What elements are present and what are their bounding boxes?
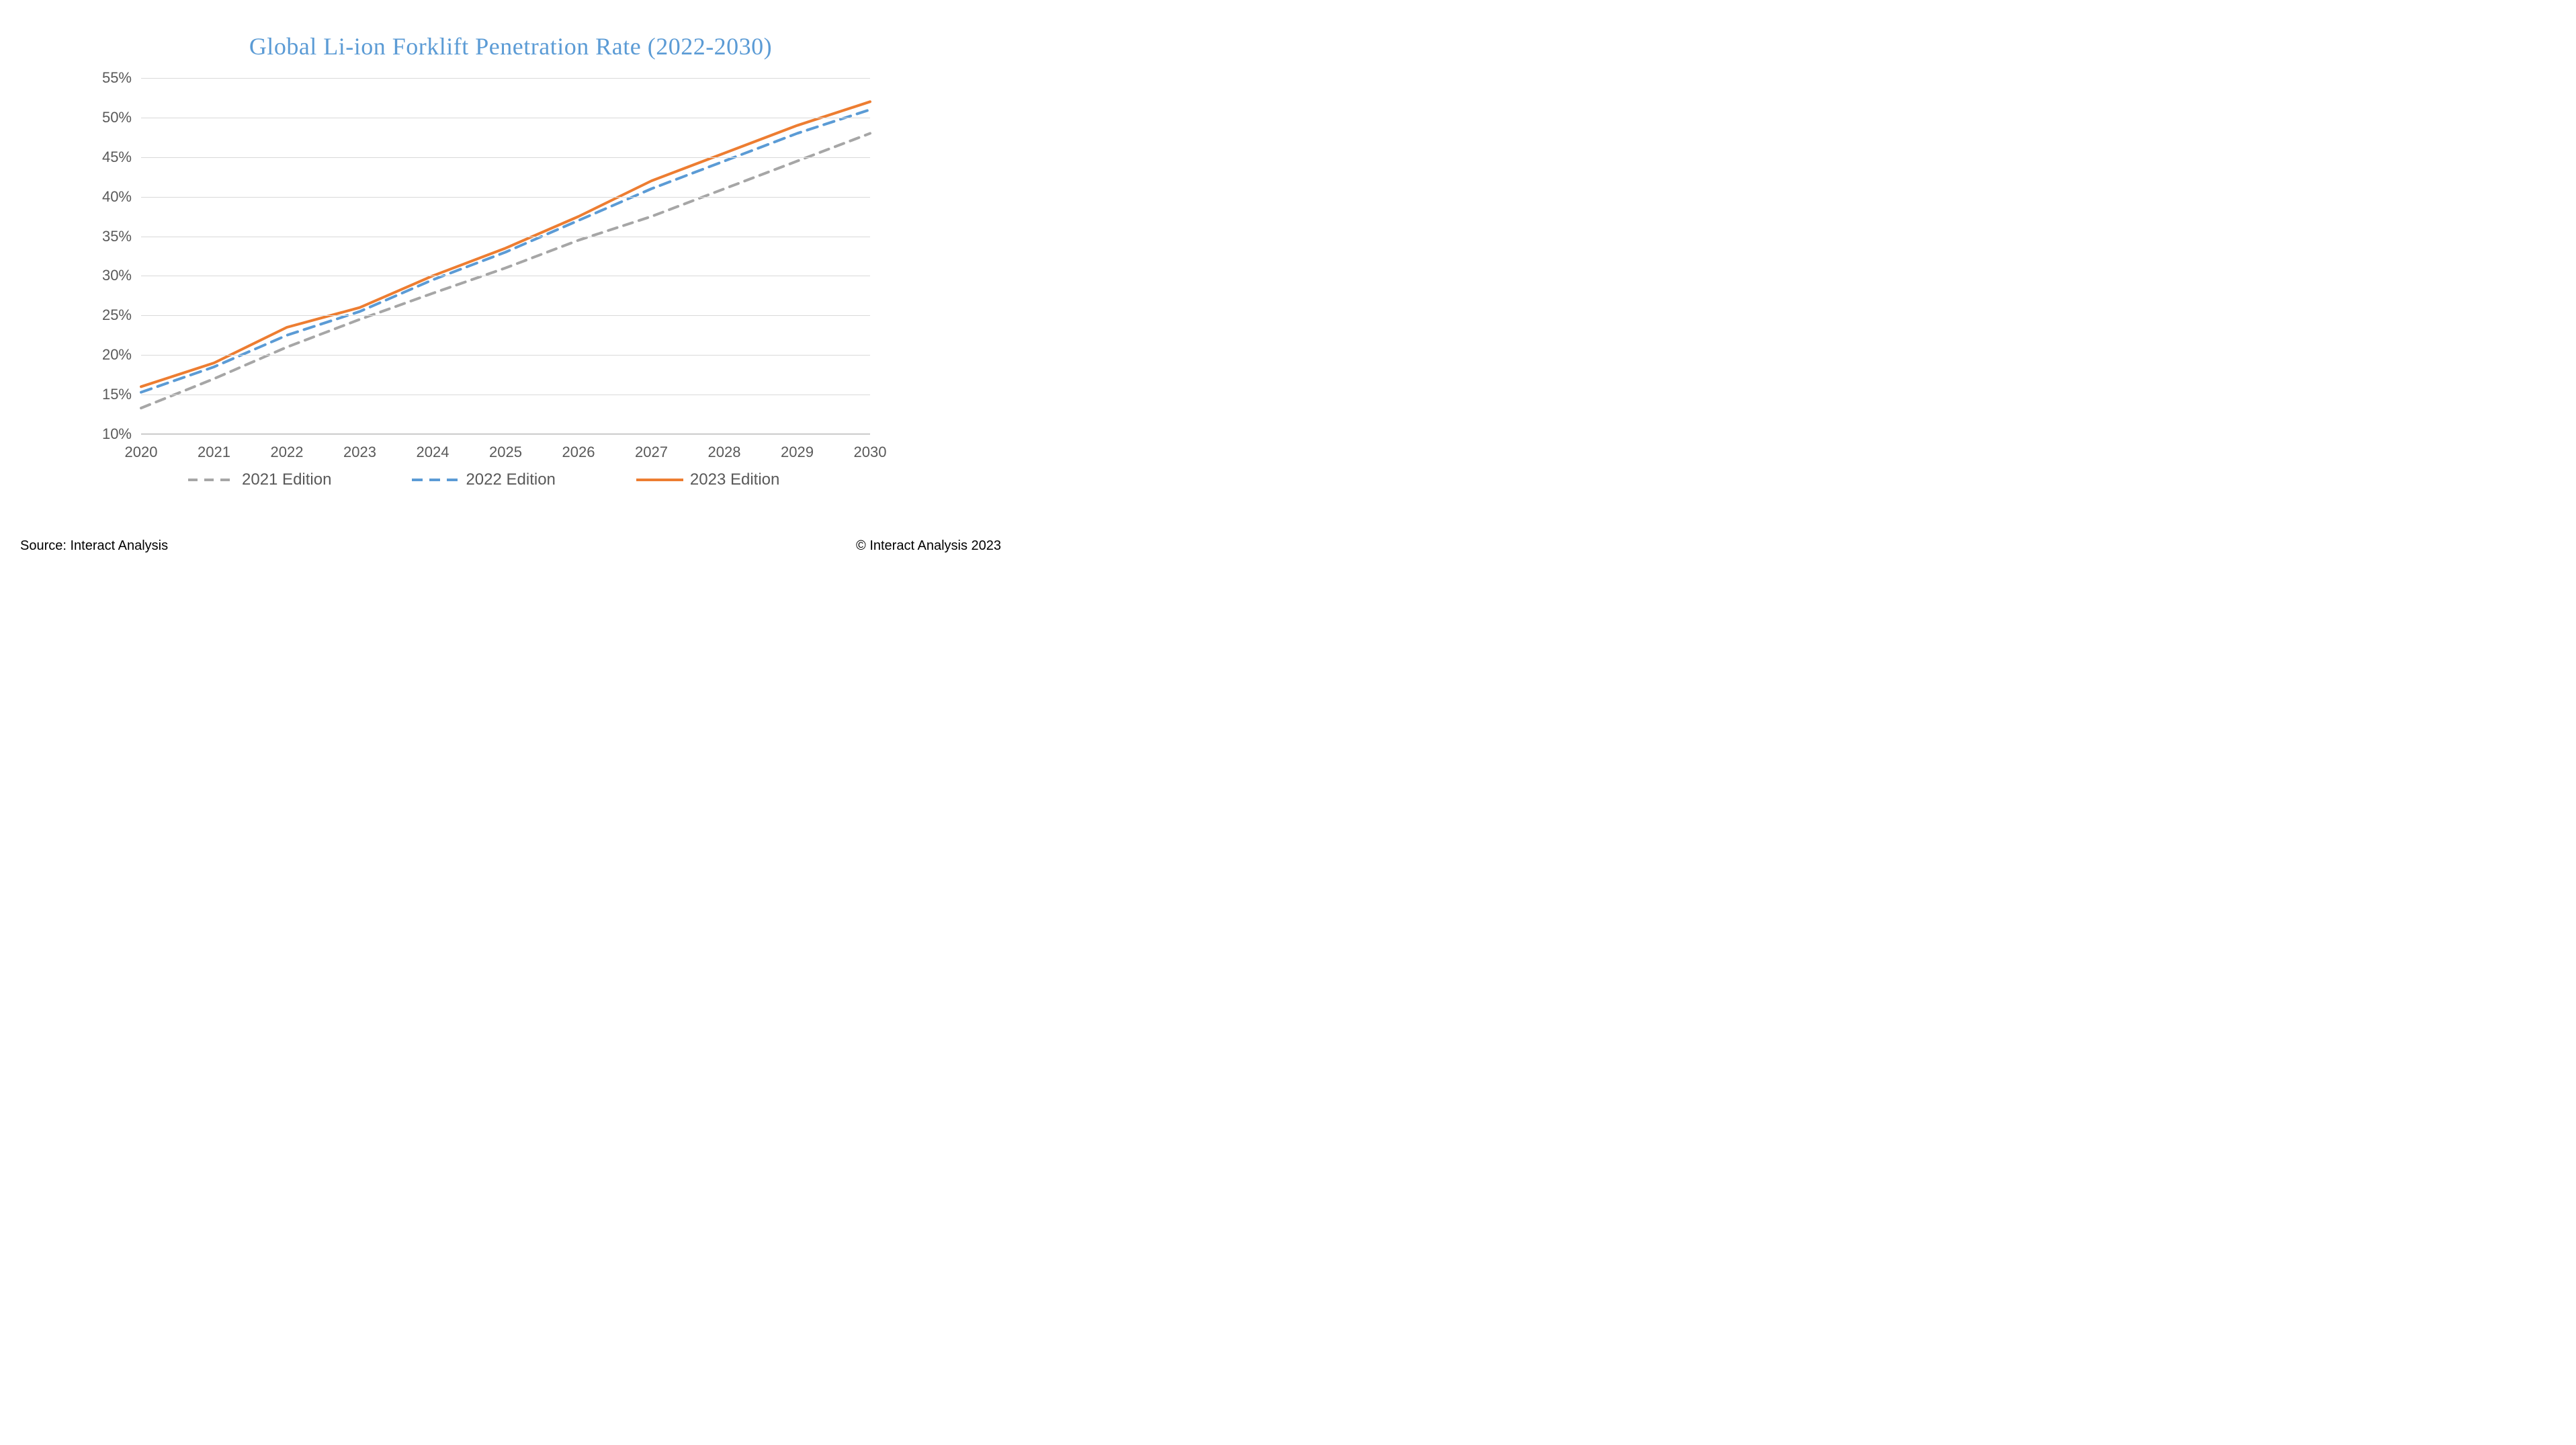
legend-item: 2021 Edition: [188, 470, 331, 489]
source-label: Source: Interact Analysis: [20, 538, 168, 554]
legend-item: 2023 Edition: [636, 470, 779, 489]
legend-swatch: [636, 473, 683, 487]
y-tick-label: 45%: [102, 149, 141, 166]
y-tick-label: 50%: [102, 109, 141, 126]
legend-item: 2022 Edition: [412, 470, 555, 489]
x-tick-label: 2028: [708, 434, 741, 461]
y-tick-label: 40%: [102, 188, 141, 206]
y-tick-label: 35%: [102, 228, 141, 245]
y-tick-label: 15%: [102, 386, 141, 403]
x-tick-label: 2023: [343, 434, 376, 461]
chart-container: Global Li-ion Forklift Penetration Rate …: [0, 0, 1021, 574]
legend-swatch: [188, 473, 235, 487]
series-line: [141, 110, 870, 392]
x-tick-label: 2029: [781, 434, 814, 461]
gridline: [141, 157, 870, 158]
gridline: [141, 197, 870, 198]
chart-title: Global Li-ion Forklift Penetration Rate …: [0, 32, 1021, 60]
y-tick-label: 20%: [102, 346, 141, 364]
x-tick-label: 2022: [271, 434, 304, 461]
x-tick-label: 2020: [125, 434, 158, 461]
gridline: [141, 78, 870, 79]
gridline: [141, 315, 870, 316]
x-tick-label: 2027: [635, 434, 668, 461]
legend-label: 2023 Edition: [690, 470, 779, 489]
legend: 2021 Edition 2022 Edition 2023 Edition: [188, 470, 779, 489]
legend-label: 2021 Edition: [242, 470, 331, 489]
x-tick-label: 2030: [854, 434, 887, 461]
copyright-label: © Interact Analysis 2023: [856, 538, 1001, 554]
x-tick-label: 2026: [562, 434, 595, 461]
x-tick-label: 2024: [417, 434, 449, 461]
series-line: [141, 133, 870, 408]
y-tick-label: 25%: [102, 306, 141, 324]
gridline: [141, 355, 870, 356]
y-tick-label: 30%: [102, 267, 141, 284]
legend-label: 2022 Edition: [466, 470, 555, 489]
series-line: [141, 101, 870, 386]
x-tick-label: 2025: [489, 434, 522, 461]
legend-swatch: [412, 473, 459, 487]
y-tick-label: 55%: [102, 69, 141, 87]
x-tick-label: 2021: [198, 434, 230, 461]
series-svg: [141, 78, 870, 434]
plot-area: 10%15%20%25%30%35%40%45%50%55%2020202120…: [141, 78, 870, 434]
